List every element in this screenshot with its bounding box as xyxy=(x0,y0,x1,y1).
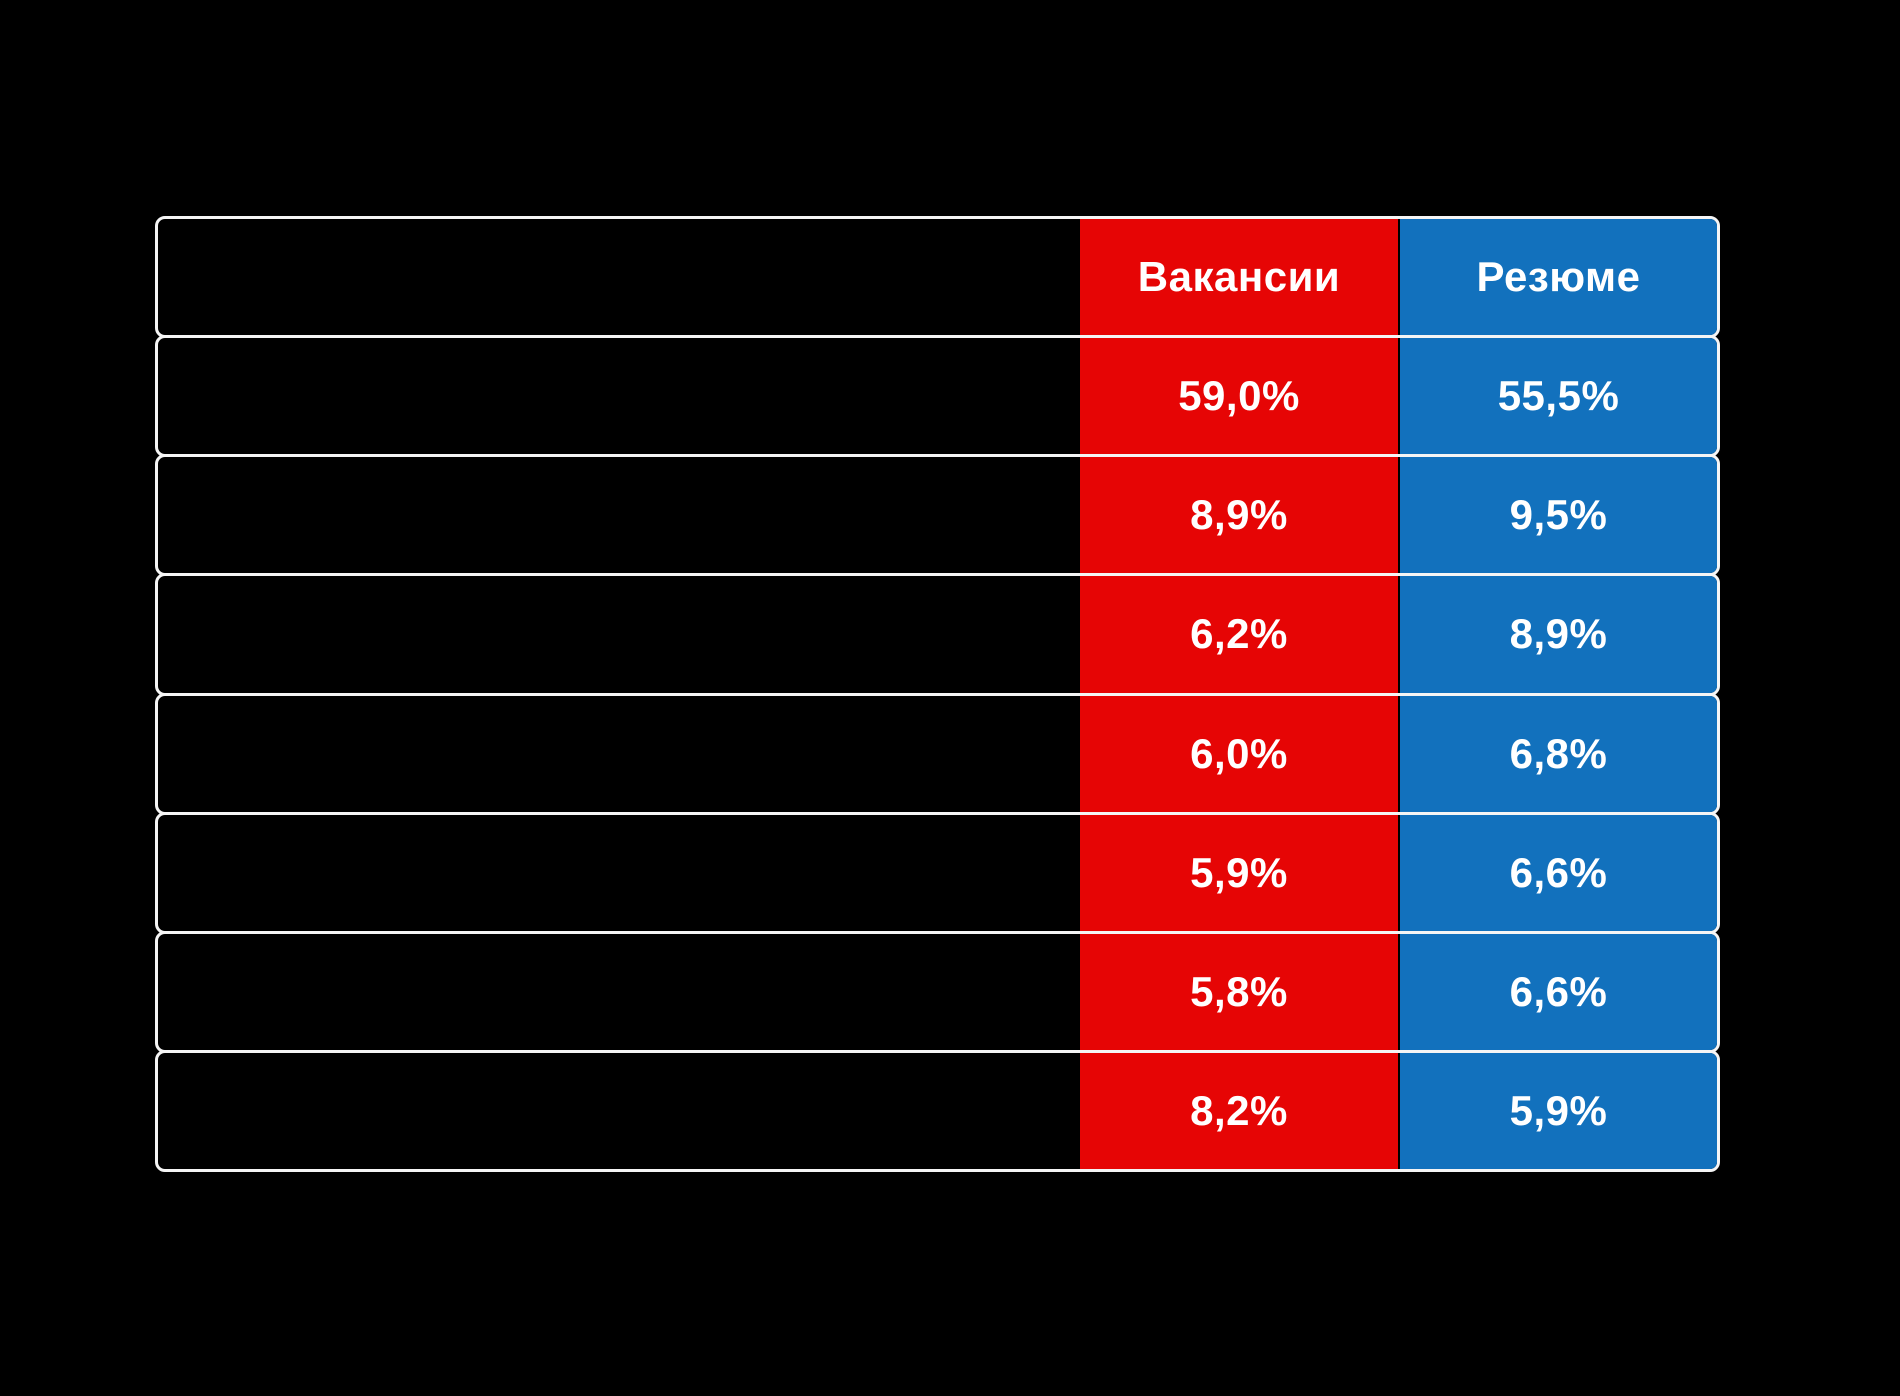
vacancies-cell: 6,0% xyxy=(1080,695,1398,812)
header-label-cell xyxy=(158,219,1078,335)
vacancies-cell: 6,2% xyxy=(1080,576,1398,693)
resumes-cell: 5,9% xyxy=(1400,1052,1717,1169)
row-label-cell xyxy=(158,457,1078,573)
table-row: 8,9% 9,5% xyxy=(155,454,1720,577)
table-row: 6,0% 6,8% xyxy=(155,692,1720,815)
resumes-cell: 6,6% xyxy=(1400,933,1717,1050)
vacancies-cell: 8,2% xyxy=(1080,1052,1398,1169)
row-label-cell xyxy=(158,934,1078,1050)
vacancies-cell: 8,9% xyxy=(1080,457,1398,574)
resumes-cell: 6,6% xyxy=(1400,814,1717,931)
header-row: Вакансии Резюме xyxy=(155,216,1720,339)
resumes-cell: 6,8% xyxy=(1400,695,1717,812)
resumes-cell: 8,9% xyxy=(1400,576,1717,693)
table-row: 59,0% 55,5% xyxy=(155,335,1720,458)
row-label-cell xyxy=(158,1053,1078,1169)
resumes-header: Резюме xyxy=(1400,219,1717,336)
row-label-cell xyxy=(158,576,1078,692)
resumes-cell: 55,5% xyxy=(1400,338,1717,455)
vacancies-cell: 5,8% xyxy=(1080,933,1398,1050)
table-row: 6,2% 8,9% xyxy=(155,573,1720,696)
row-label-cell xyxy=(158,338,1078,454)
table-row: 8,2% 5,9% xyxy=(155,1049,1720,1172)
table-row: 5,8% 6,6% xyxy=(155,930,1720,1053)
vacancies-cell: 59,0% xyxy=(1080,338,1398,455)
comparison-table: Вакансии Резюме 59,0% 55,5% 8,9% 9,5% 6,2% 8,9%… xyxy=(155,216,1720,1172)
vacancies-header: Вакансии xyxy=(1080,219,1398,336)
vacancies-cell: 5,9% xyxy=(1080,814,1398,931)
row-label-cell xyxy=(158,696,1078,812)
table-row: 5,9% 6,6% xyxy=(155,811,1720,934)
row-label-cell xyxy=(158,815,1078,931)
resumes-cell: 9,5% xyxy=(1400,457,1717,574)
